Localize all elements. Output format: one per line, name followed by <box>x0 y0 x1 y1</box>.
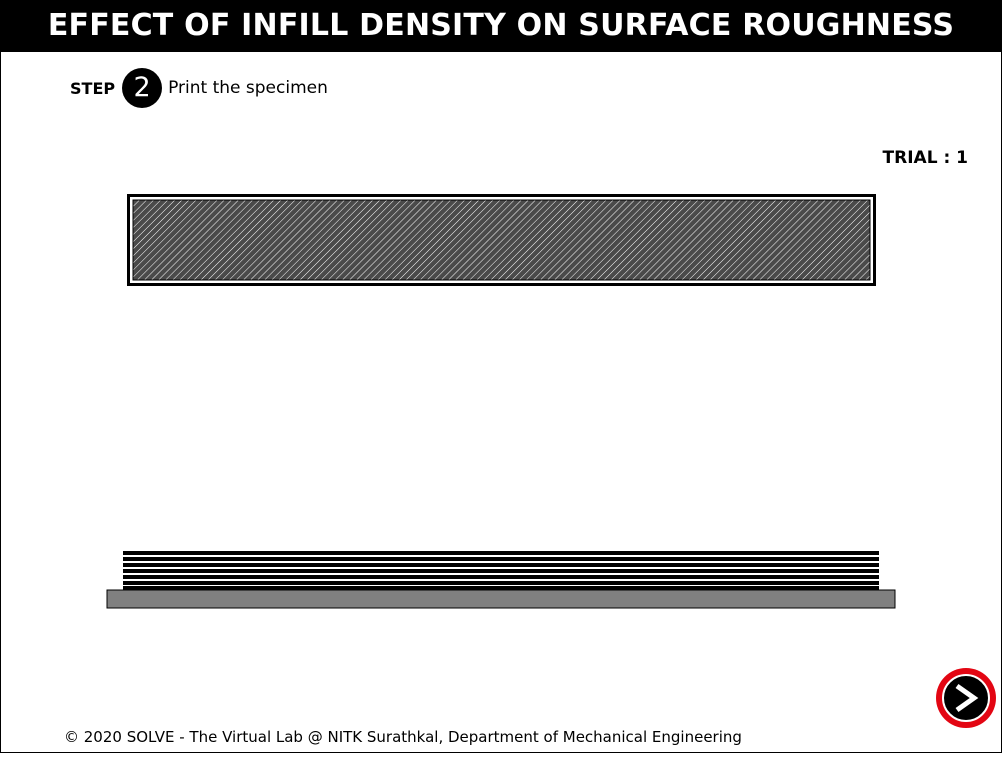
step-number-badge: 2 <box>122 68 163 108</box>
page-title: EFFECT OF INFILL DENSITY ON SURFACE ROUG… <box>0 0 1002 52</box>
arrow-right-icon <box>955 683 979 713</box>
printer-build-area <box>106 551 896 609</box>
step-indicator: STEP 2 Print the specimen <box>70 68 328 108</box>
specimen-infill <box>132 199 871 281</box>
footer-copyright: © 2020 SOLVE - The Virtual Lab @ NITK Su… <box>64 728 742 746</box>
trial-counter: TRIAL : 1 <box>882 148 968 168</box>
step-label: STEP <box>70 78 116 98</box>
next-button-inner[interactable] <box>942 674 990 722</box>
build-plate <box>106 589 896 609</box>
step-instruction: Print the specimen <box>168 78 328 98</box>
specimen-top-view <box>127 194 876 286</box>
printed-layers <box>123 551 879 590</box>
next-button[interactable] <box>936 668 996 728</box>
